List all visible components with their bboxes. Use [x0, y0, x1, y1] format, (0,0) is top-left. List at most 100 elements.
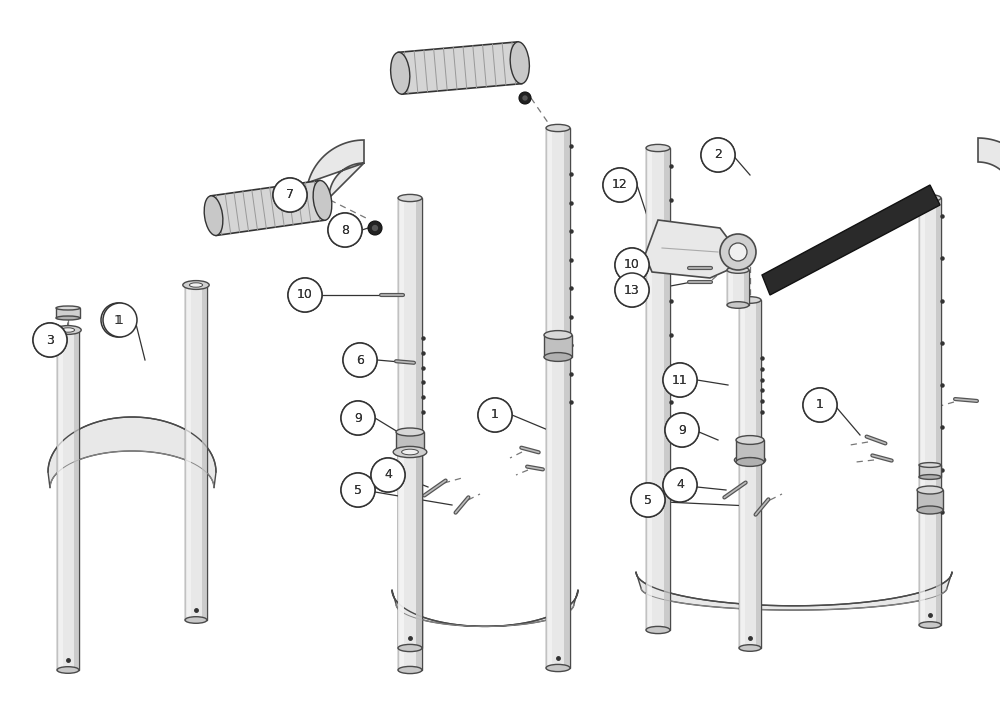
- Bar: [756, 300, 761, 440]
- Circle shape: [663, 468, 697, 502]
- Ellipse shape: [55, 325, 81, 335]
- Text: 6: 6: [356, 354, 364, 367]
- Circle shape: [665, 413, 699, 447]
- Text: 1: 1: [491, 408, 499, 422]
- Text: 10: 10: [624, 259, 640, 272]
- Ellipse shape: [739, 457, 761, 463]
- Circle shape: [103, 303, 137, 337]
- Text: 2: 2: [714, 148, 722, 161]
- Text: 8: 8: [341, 223, 349, 236]
- Ellipse shape: [739, 296, 761, 304]
- Bar: [744, 270, 749, 305]
- Ellipse shape: [739, 437, 761, 443]
- Bar: [396, 432, 424, 452]
- Text: 5: 5: [644, 494, 652, 507]
- Text: 10: 10: [624, 259, 640, 272]
- Text: 10: 10: [297, 288, 313, 301]
- Text: 5: 5: [354, 484, 362, 497]
- Text: 10: 10: [297, 288, 313, 301]
- Circle shape: [663, 468, 697, 502]
- Text: 5: 5: [644, 494, 652, 507]
- Circle shape: [522, 95, 528, 100]
- Circle shape: [273, 178, 307, 212]
- Text: 4: 4: [676, 479, 684, 492]
- Text: 12: 12: [612, 179, 628, 192]
- Circle shape: [328, 213, 362, 247]
- Text: 9: 9: [354, 411, 362, 424]
- Circle shape: [720, 234, 756, 270]
- Ellipse shape: [56, 316, 80, 320]
- Bar: [398, 452, 422, 648]
- Bar: [416, 198, 422, 670]
- Text: 3: 3: [46, 333, 54, 346]
- Text: 6: 6: [356, 354, 364, 367]
- Circle shape: [288, 278, 322, 312]
- Bar: [756, 460, 761, 648]
- Text: 1: 1: [116, 314, 124, 327]
- Ellipse shape: [398, 194, 422, 202]
- Circle shape: [603, 168, 637, 202]
- Text: 11: 11: [672, 374, 688, 387]
- Bar: [398, 452, 404, 648]
- Ellipse shape: [739, 645, 761, 651]
- Bar: [919, 198, 924, 625]
- Circle shape: [478, 398, 512, 432]
- Bar: [727, 270, 749, 305]
- Polygon shape: [978, 138, 1000, 198]
- Circle shape: [371, 458, 405, 492]
- Text: 13: 13: [624, 283, 640, 296]
- Circle shape: [478, 398, 512, 432]
- Ellipse shape: [391, 52, 410, 94]
- Ellipse shape: [402, 449, 418, 455]
- Bar: [398, 198, 404, 670]
- Ellipse shape: [917, 486, 943, 494]
- Ellipse shape: [546, 664, 570, 672]
- Ellipse shape: [57, 327, 79, 333]
- Ellipse shape: [919, 622, 941, 628]
- Bar: [544, 335, 572, 357]
- Bar: [57, 330, 62, 670]
- Circle shape: [101, 303, 135, 337]
- Circle shape: [615, 248, 649, 282]
- Ellipse shape: [736, 435, 764, 445]
- Bar: [646, 148, 652, 630]
- Ellipse shape: [544, 330, 572, 339]
- Circle shape: [371, 458, 405, 492]
- Ellipse shape: [204, 196, 223, 236]
- Bar: [416, 452, 422, 648]
- Ellipse shape: [398, 667, 422, 674]
- Text: 7: 7: [286, 189, 294, 202]
- Bar: [739, 300, 761, 440]
- Ellipse shape: [736, 458, 764, 466]
- Polygon shape: [398, 42, 522, 94]
- Ellipse shape: [919, 463, 941, 467]
- Bar: [546, 128, 552, 668]
- Ellipse shape: [393, 446, 427, 458]
- Ellipse shape: [646, 145, 670, 152]
- Ellipse shape: [313, 181, 332, 221]
- Circle shape: [631, 483, 665, 517]
- Circle shape: [615, 248, 649, 282]
- Ellipse shape: [919, 194, 941, 201]
- Polygon shape: [762, 185, 940, 295]
- Text: 5: 5: [354, 484, 362, 497]
- Text: 9: 9: [678, 424, 686, 437]
- Circle shape: [341, 473, 375, 507]
- Text: 12: 12: [612, 179, 628, 192]
- Ellipse shape: [57, 667, 79, 673]
- Polygon shape: [636, 572, 952, 610]
- Text: 1: 1: [816, 398, 824, 411]
- Text: 1: 1: [816, 398, 824, 411]
- Circle shape: [368, 221, 382, 235]
- Text: 1: 1: [114, 314, 122, 327]
- Polygon shape: [48, 417, 216, 488]
- Bar: [564, 128, 570, 668]
- Text: 2: 2: [714, 148, 722, 161]
- Text: 3: 3: [46, 333, 54, 346]
- Circle shape: [288, 278, 322, 312]
- Bar: [398, 198, 422, 670]
- Ellipse shape: [734, 455, 766, 465]
- Circle shape: [328, 213, 362, 247]
- Ellipse shape: [919, 474, 941, 479]
- Ellipse shape: [646, 626, 670, 633]
